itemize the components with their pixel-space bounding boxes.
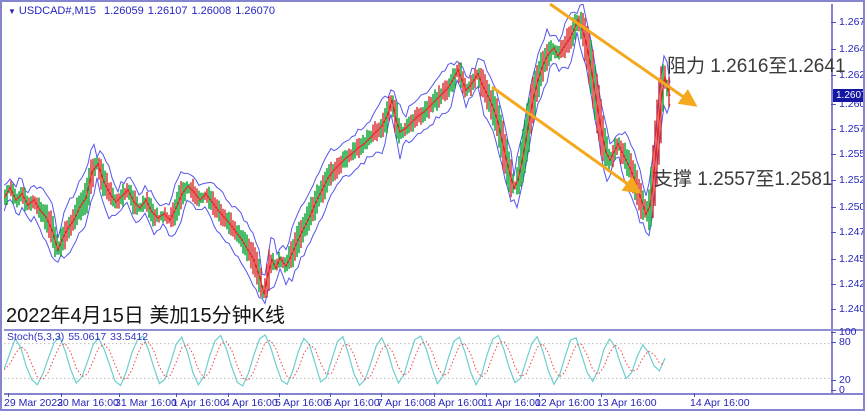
price-axis-label: 1.25510	[839, 148, 865, 160]
time-axis-label: 7 Apr 16:00	[377, 397, 431, 409]
time-axis-label: 30 Mar 16:00	[57, 397, 119, 409]
axis-tick	[486, 393, 487, 397]
chart-title-annotation[interactable]: 2022年4月15日 美加15分钟K线	[6, 305, 286, 327]
price-axis-label: 1.24775	[839, 226, 865, 238]
axis-tick	[831, 75, 836, 76]
time-axis-label: 4 Apr 16:00	[224, 397, 278, 409]
time-axis-label: 31 Mar 16:00	[115, 397, 177, 409]
low-value: 1.26008	[191, 5, 232, 17]
time-axis-label: 12 Apr 16:00	[535, 397, 595, 409]
price-axis-label: 1.24530	[839, 253, 865, 265]
time-axis-divider	[4, 393, 863, 395]
axis-tick	[831, 232, 836, 233]
price-axis-label: 1.26490	[839, 43, 865, 55]
axis-tick	[831, 129, 836, 130]
axis-tick	[279, 393, 280, 397]
trendline-upper-channel[interactable]	[549, 2, 698, 107]
axis-tick	[831, 49, 836, 50]
resistance-annotation[interactable]: 阻力 1.2616至1.2641	[667, 56, 846, 77]
axis-tick	[694, 393, 695, 397]
stoch-axis-label: 100	[839, 326, 857, 338]
axis-tick	[831, 342, 836, 343]
time-axis-label: 1 Apr 16:00	[172, 397, 226, 409]
price-scale-divider	[831, 4, 833, 395]
stoch-indicator-label: Stoch(5,3,3) 55.0617 33.5412	[7, 331, 148, 343]
trendline-lower-channel[interactable]	[491, 85, 642, 194]
price-axis-label: 1.26735	[839, 16, 865, 28]
open-value: 1.26059	[103, 5, 144, 17]
stoch-d-value: 33.5412	[110, 331, 149, 343]
time-axis-label: 5 Apr 16:00	[275, 397, 329, 409]
stoch-name: Stoch(5,3,3)	[7, 331, 65, 343]
axis-tick	[381, 393, 382, 397]
stoch-axis-label: 80	[839, 336, 851, 348]
axis-tick	[831, 390, 836, 391]
price-axis-label: 1.24285	[839, 278, 865, 290]
axis-tick	[119, 393, 120, 397]
price-axis-label: 1.25020	[839, 201, 865, 213]
symbol-label: USDCAD#,M15	[18, 5, 96, 17]
axis-tick	[831, 284, 836, 285]
price-axis-label: 1.26245	[839, 69, 865, 81]
time-axis-label: 8 Apr 16:00	[430, 397, 484, 409]
ohlc-header: ▼ USDCAD#,M15 1.26059 1.26107 1.26008 1.26070	[8, 5, 279, 17]
axis-tick	[831, 207, 836, 208]
high-value: 1.26107	[147, 5, 188, 17]
axis-tick	[228, 393, 229, 397]
support-annotation[interactable]: 支撑 1.2557至1.2581	[654, 169, 833, 190]
stoch-axis-label: 0	[839, 384, 845, 396]
time-axis-label: 14 Apr 16:00	[690, 397, 750, 409]
axis-tick	[601, 393, 602, 397]
price-axis-label: 1.25265	[839, 174, 865, 186]
axis-tick	[831, 180, 836, 181]
axis-tick	[831, 380, 836, 381]
axis-tick	[61, 393, 62, 397]
current-price-badge: 1.26070	[833, 89, 863, 102]
axis-tick	[539, 393, 540, 397]
axis-tick	[831, 104, 836, 105]
axis-tick	[434, 393, 435, 397]
axis-tick	[831, 22, 836, 23]
axis-tick	[176, 393, 177, 397]
axis-tick	[831, 309, 836, 310]
symbol-dropdown-icon[interactable]: ▼	[8, 7, 16, 16]
price-axis-label: 1.25755	[839, 123, 865, 135]
axis-tick	[831, 332, 836, 333]
axis-tick	[8, 393, 9, 397]
close-value: 1.26070	[235, 5, 276, 17]
stoch-k-value: 55.0617	[68, 331, 107, 343]
time-axis-label: 11 Apr 16:00	[482, 397, 541, 409]
axis-tick	[831, 154, 836, 155]
pane-separator[interactable]	[4, 329, 863, 331]
time-axis-label: 13 Apr 16:00	[597, 397, 657, 409]
time-axis-label: 29 Mar 2022	[4, 397, 63, 409]
axis-tick	[330, 393, 331, 397]
axis-tick	[831, 259, 836, 260]
price-axis-label: 1.24040	[839, 303, 865, 315]
time-axis-label: 6 Apr 16:00	[326, 397, 380, 409]
stoch-axis-label: 20	[839, 374, 851, 386]
price-axis-label: 1.26000	[839, 98, 865, 110]
